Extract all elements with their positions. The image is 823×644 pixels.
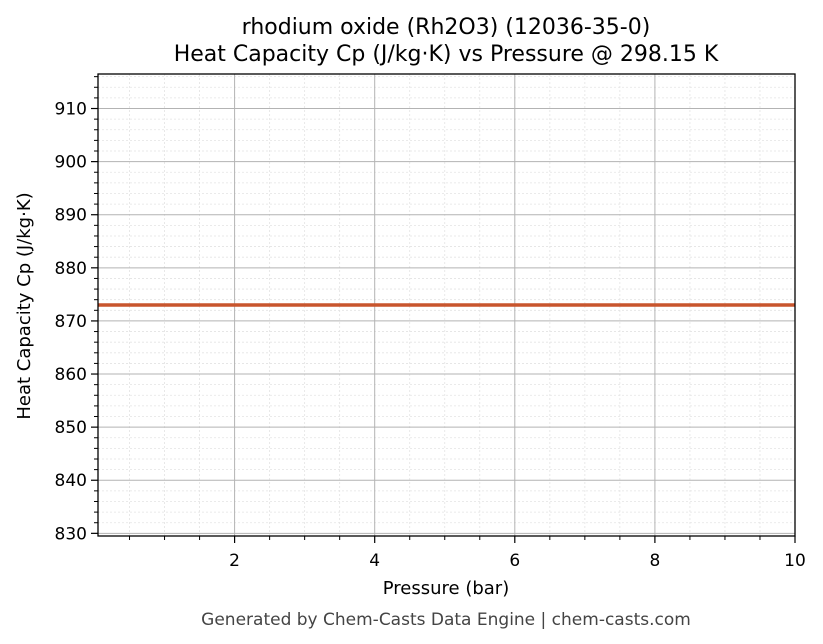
y-tick-label: 850 xyxy=(55,418,87,438)
y-tick-label: 900 xyxy=(55,153,87,173)
plot-frame xyxy=(97,73,796,537)
y-tick-label: 840 xyxy=(55,471,87,491)
chart-title: rhodium oxide (Rh2O3) (12036-35-0) xyxy=(242,15,651,40)
y-tick-label: 870 xyxy=(55,312,87,332)
chart-subtitle: Heat Capacity Cp (J/kg·K) vs Pressure @ … xyxy=(174,42,719,67)
y-tick-label: 830 xyxy=(55,524,87,544)
y-tick-label: 880 xyxy=(55,259,87,279)
y-axis-label: Heat Capacity Cp (J/kg·K) xyxy=(14,192,35,419)
x-axis-label: Pressure (bar) xyxy=(383,578,509,599)
y-tick-label: 860 xyxy=(55,365,87,385)
x-tick-label: 6 xyxy=(509,551,520,571)
x-tick-label: 2 xyxy=(229,551,240,571)
x-tick-label: 8 xyxy=(649,551,660,571)
x-tick-label: 4 xyxy=(369,551,380,571)
plot-area: 2 4 6 8 10 830 840 850 860 870 880 890 900 910 xyxy=(55,73,806,571)
footer-credit: Generated by Chem-Casts Data Engine | ch… xyxy=(201,610,691,630)
y-tick-label: 890 xyxy=(55,206,87,226)
x-tick-label: 10 xyxy=(784,551,806,571)
y-tick-label: 910 xyxy=(55,100,87,120)
